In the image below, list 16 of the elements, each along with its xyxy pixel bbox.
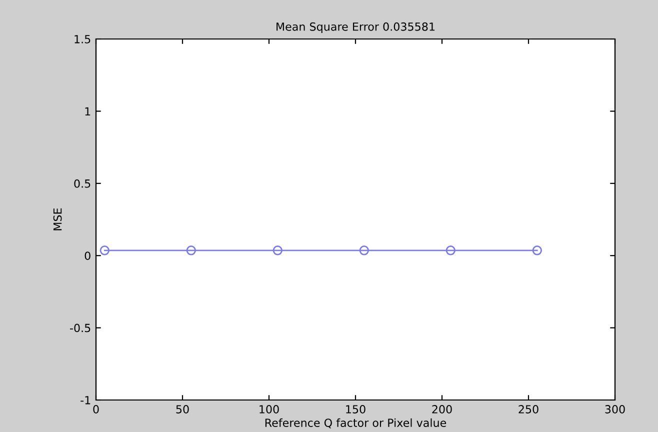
x-tick-label: 200	[432, 405, 452, 414]
y-tick-label: -1	[80, 396, 90, 404]
x-tick-label: 100	[260, 405, 279, 414]
y-tick-label: 0.5	[74, 179, 90, 188]
x-tick-label: 250	[518, 405, 538, 414]
x-tick-label: 300	[605, 405, 625, 414]
y-tick-label: 0	[84, 252, 90, 260]
y-tick-label: 1.5	[74, 35, 90, 44]
x-tick-label: 50	[176, 405, 189, 414]
x-axis-title: Reference Q factor or Pixel value	[265, 418, 446, 428]
chart-title: Mean Square Error 0.035581	[276, 22, 435, 33]
x-tick-label: 0	[93, 405, 99, 414]
y-tick-label: 1	[85, 107, 90, 116]
x-tick-label: 150	[346, 405, 366, 414]
y-tick-label: -0.5	[70, 324, 90, 332]
y-axis-title: MSE	[53, 208, 62, 230]
